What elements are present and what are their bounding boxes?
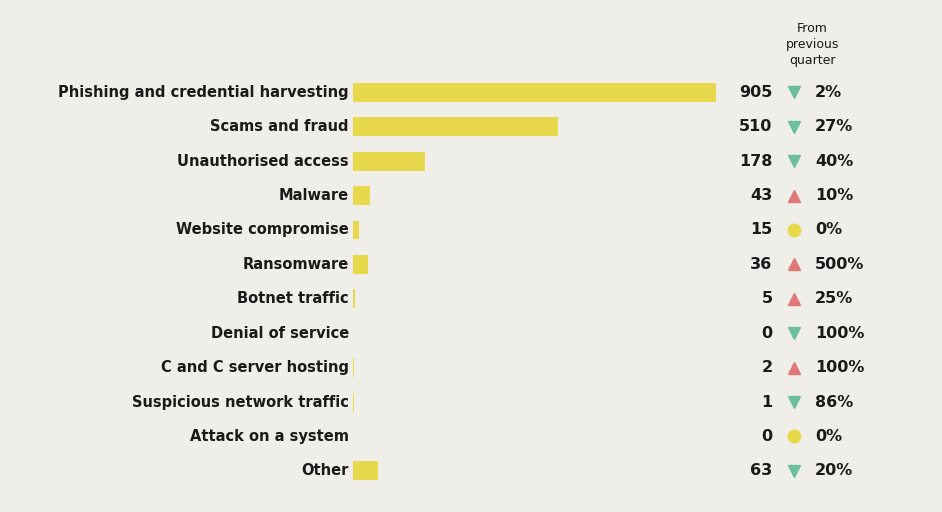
- Text: 25%: 25%: [815, 291, 853, 306]
- Text: C and C server hosting: C and C server hosting: [161, 360, 349, 375]
- Text: 0%: 0%: [815, 223, 842, 238]
- Text: 40%: 40%: [815, 154, 853, 168]
- Text: Denial of service: Denial of service: [211, 326, 349, 340]
- Text: 10%: 10%: [815, 188, 853, 203]
- Text: 86%: 86%: [815, 395, 853, 410]
- Text: Ransomware: Ransomware: [243, 257, 349, 272]
- Text: 2: 2: [761, 360, 772, 375]
- Bar: [353, 289, 355, 308]
- Text: 0%: 0%: [815, 429, 842, 444]
- Text: 20%: 20%: [815, 463, 853, 478]
- Text: 500%: 500%: [815, 257, 864, 272]
- Text: 100%: 100%: [815, 360, 864, 375]
- Text: Other: Other: [301, 463, 349, 478]
- Text: Attack on a system: Attack on a system: [190, 429, 349, 444]
- Text: Suspicious network traffic: Suspicious network traffic: [132, 395, 349, 410]
- Bar: [353, 117, 558, 136]
- Text: Botnet traffic: Botnet traffic: [237, 291, 349, 306]
- Text: 2%: 2%: [815, 85, 842, 100]
- Text: 0: 0: [761, 326, 772, 340]
- Text: 63: 63: [750, 463, 772, 478]
- Bar: [353, 186, 370, 205]
- Text: 43: 43: [750, 188, 772, 203]
- Text: Phishing and credential harvesting: Phishing and credential harvesting: [58, 85, 349, 100]
- Bar: [353, 83, 716, 102]
- Text: 100%: 100%: [815, 326, 864, 340]
- Text: Scams and fraud: Scams and fraud: [210, 119, 349, 134]
- Bar: [353, 221, 359, 240]
- Bar: [353, 255, 367, 274]
- Text: 1: 1: [761, 395, 772, 410]
- Text: 905: 905: [739, 85, 772, 100]
- Text: 510: 510: [739, 119, 772, 134]
- Text: 27%: 27%: [815, 119, 853, 134]
- Bar: [353, 461, 379, 480]
- Text: Malware: Malware: [279, 188, 349, 203]
- Text: From
previous
quarter: From previous quarter: [786, 22, 839, 67]
- Text: 5: 5: [761, 291, 772, 306]
- Text: Website compromise: Website compromise: [176, 223, 349, 238]
- Text: 15: 15: [750, 223, 772, 238]
- Text: 36: 36: [750, 257, 772, 272]
- Text: Unauthorised access: Unauthorised access: [177, 154, 349, 168]
- Bar: [353, 152, 425, 170]
- Text: 0: 0: [761, 429, 772, 444]
- Text: 178: 178: [739, 154, 772, 168]
